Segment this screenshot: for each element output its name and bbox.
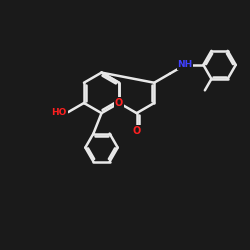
Text: O: O [115,98,123,108]
Text: O: O [132,126,141,136]
Text: HO: HO [52,108,67,116]
Text: NH: NH [178,60,193,70]
